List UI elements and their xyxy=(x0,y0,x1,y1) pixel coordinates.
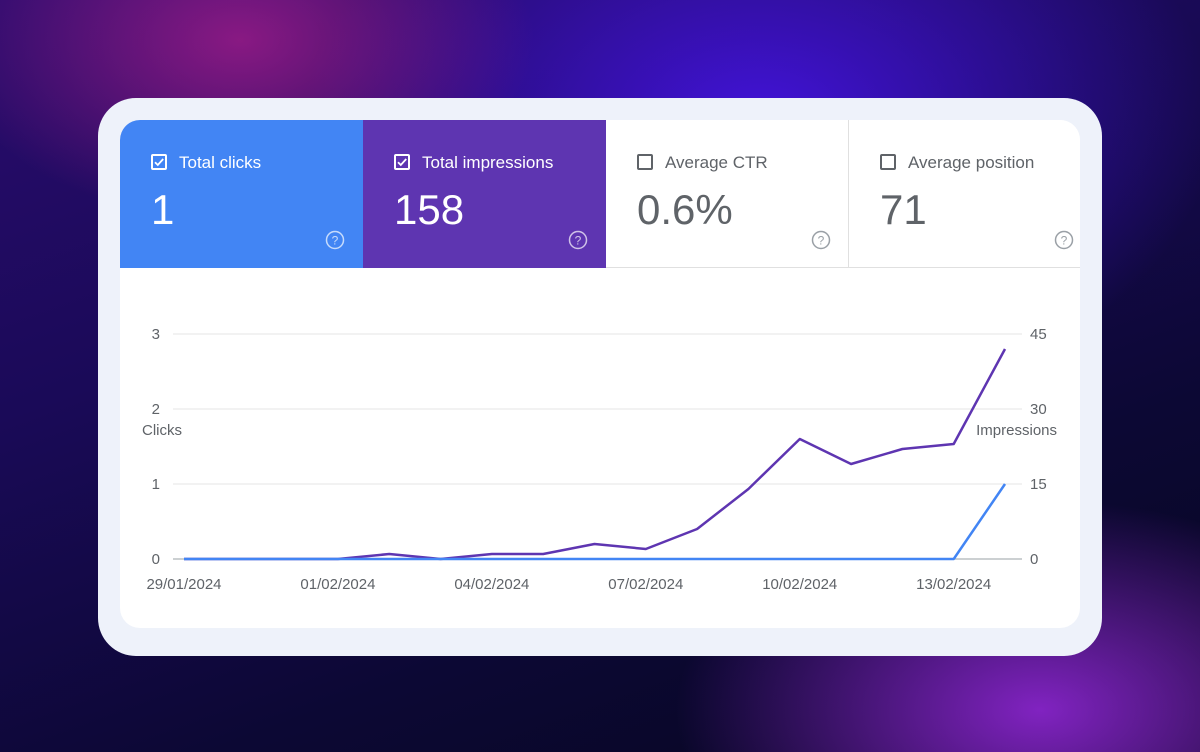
checkbox-unchecked-icon[interactable] xyxy=(637,154,653,170)
left-tick-label: 0 xyxy=(152,551,160,568)
metric-tiles: Total clicks 1 ? Total impressions 158 ?… xyxy=(120,120,1080,268)
x-tick-label: 04/02/2024 xyxy=(454,576,529,593)
impressions-series-line xyxy=(184,348,1007,561)
left-axis-title: Clicks xyxy=(142,422,182,439)
metric-label: Total clicks xyxy=(179,153,262,172)
metric-tile-total-impressions[interactable]: Total impressions 158 ? xyxy=(363,120,606,268)
help-icon[interactable]: ? xyxy=(1054,230,1074,250)
checkbox-checked-icon[interactable] xyxy=(151,154,167,170)
right-axis-ticks: 0 15 30 45 xyxy=(1030,326,1047,568)
x-tick-label: 10/02/2024 xyxy=(762,576,837,593)
right-tick-label: 0 xyxy=(1030,551,1038,568)
metric-label: Total impressions xyxy=(422,153,554,172)
left-axis-ticks: 0 1 2 3 xyxy=(152,326,160,568)
right-tick-label: 45 xyxy=(1030,326,1047,343)
x-tick-label: 07/02/2024 xyxy=(608,576,683,593)
right-tick-label: 15 xyxy=(1030,476,1047,493)
checkbox-checked-icon[interactable] xyxy=(394,154,410,170)
report-card: Total clicks 1 ? Total impressions 158 ?… xyxy=(98,98,1102,656)
metric-value: 158 xyxy=(394,186,465,233)
metric-tile-average-position[interactable]: Average position 71 ? xyxy=(849,120,1080,268)
metric-label: Average position xyxy=(908,153,1035,172)
right-axis-title: Impressions xyxy=(976,422,1057,439)
x-tick-label: 29/01/2024 xyxy=(146,576,221,593)
svg-text:?: ? xyxy=(1061,234,1068,248)
x-axis-ticks: 29/01/2024 01/02/2024 04/02/2024 07/02/2024… xyxy=(146,576,991,593)
metric-label: Average CTR xyxy=(665,153,768,172)
svg-text:?: ? xyxy=(818,234,825,248)
chart-grid xyxy=(173,333,1022,560)
left-tick-label: 2 xyxy=(152,401,160,418)
svg-text:?: ? xyxy=(332,234,339,248)
help-icon[interactable]: ? xyxy=(811,230,831,250)
metric-tile-average-ctr[interactable]: Average CTR 0.6% ? xyxy=(606,120,849,268)
x-tick-label: 13/02/2024 xyxy=(916,576,991,593)
x-tick-label: 01/02/2024 xyxy=(300,576,375,593)
performance-chart: Clicks Impressions 0 1 2 3 0 15 30 45 29/01/20… xyxy=(142,326,1057,593)
metric-value: 1 xyxy=(151,186,175,233)
chart-series xyxy=(184,348,1007,561)
svg-text:?: ? xyxy=(575,234,582,248)
left-tick-label: 1 xyxy=(152,476,160,493)
metric-value: 0.6% xyxy=(637,186,733,233)
checkbox-unchecked-icon[interactable] xyxy=(880,154,896,170)
metric-tile-total-clicks[interactable]: Total clicks 1 ? xyxy=(120,120,363,268)
clicks-series-line xyxy=(184,483,1007,561)
help-icon[interactable]: ? xyxy=(568,230,588,250)
right-tick-label: 30 xyxy=(1030,401,1047,418)
left-tick-label: 3 xyxy=(152,326,160,343)
performance-panel: Total clicks 1 ? Total impressions 158 ?… xyxy=(120,120,1080,628)
help-icon[interactable]: ? xyxy=(325,230,345,250)
metric-value: 71 xyxy=(880,186,927,233)
